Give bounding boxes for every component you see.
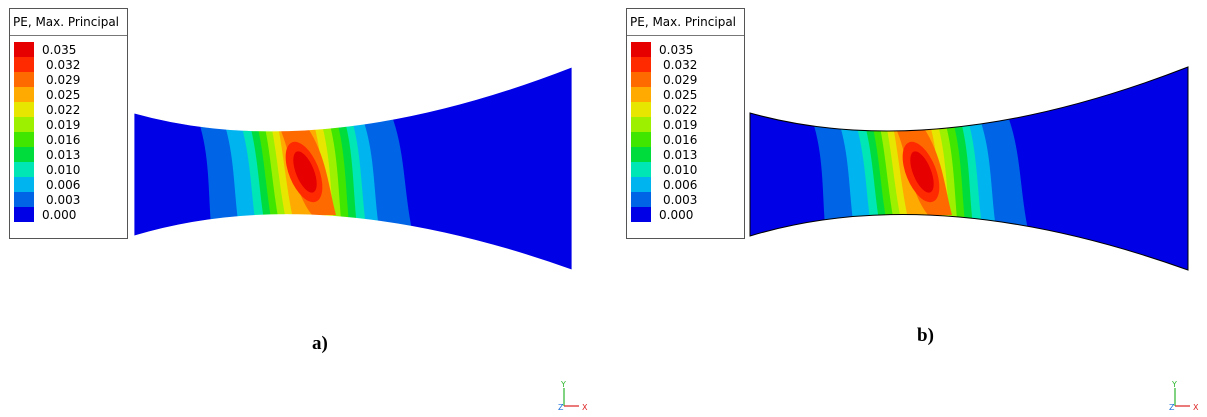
- panel-a: PE, Max. Principal 0.035 0.032 0.029 0.025 0…: [0, 0, 603, 417]
- y-axis-label: Y: [560, 380, 566, 389]
- panel-b: PE, Max. Principal 0.035 0.032 0.029 0.025 0…: [604, 0, 1207, 417]
- figure-caption: a): [312, 333, 328, 355]
- x-axis-label: X: [582, 403, 588, 412]
- z-axis-label: Z: [558, 403, 564, 412]
- x-axis-label: X: [1193, 403, 1199, 412]
- specimen-contour: [734, 50, 1204, 290]
- specimen-plot: [0, 0, 603, 417]
- specimen-plot: [604, 0, 1207, 417]
- figure-caption: b): [917, 325, 934, 347]
- z-axis-label: Z: [1169, 403, 1175, 412]
- axis-triad: Y Z X: [1166, 380, 1206, 410]
- axis-triad: Y Z X: [555, 380, 595, 410]
- y-axis-label: Y: [1171, 380, 1177, 389]
